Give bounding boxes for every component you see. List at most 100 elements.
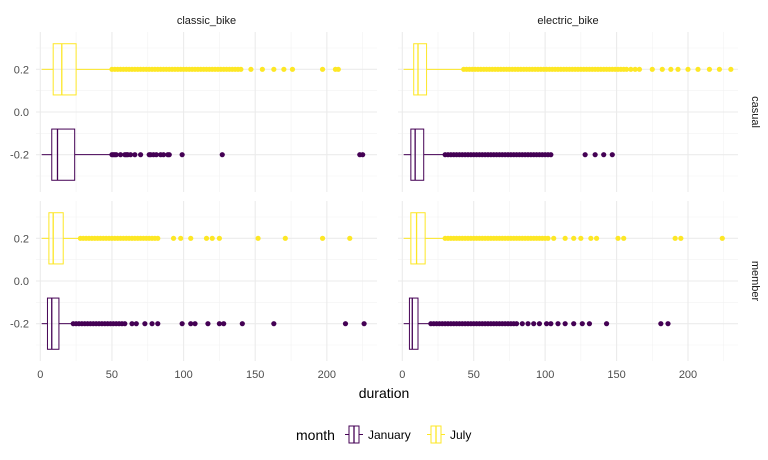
y-tick-label: 0.2 — [14, 64, 29, 76]
outlier-point — [149, 321, 155, 327]
outlier-point — [129, 321, 135, 327]
outlier-point — [282, 235, 288, 241]
outlier-point — [668, 66, 674, 72]
panel-electric_bike-member — [398, 201, 738, 361]
outlier-point — [525, 321, 531, 327]
outlier-point — [155, 235, 161, 241]
outlier-point — [142, 321, 148, 327]
x-tick-label: 150 — [607, 369, 625, 381]
outlier-point — [271, 321, 277, 327]
outlier-point — [543, 321, 550, 327]
outlier-point — [562, 321, 568, 327]
outlier-point — [593, 235, 600, 241]
outlier-point — [571, 321, 577, 327]
box-iqr — [46, 297, 60, 350]
outlier-point — [623, 66, 630, 72]
x-tick-label: 200 — [679, 369, 697, 381]
outlier-point — [133, 321, 139, 327]
outlier-point — [170, 235, 177, 241]
outlier-point — [586, 321, 593, 327]
outlier-point — [545, 235, 551, 241]
outlier-point — [636, 66, 643, 72]
outlier-point — [548, 321, 554, 327]
outlier-point — [188, 235, 194, 241]
outlier-point — [562, 235, 568, 241]
outlier-point — [579, 321, 585, 327]
outlier-point — [665, 321, 671, 327]
x-tick-label: 150 — [246, 369, 264, 381]
outlier-point — [706, 66, 713, 72]
y-tick-label: -0.2 — [10, 150, 29, 162]
axes: -0.2 0.0 0.2 0 50 100 150 200 -0.2 0.0 0.2 0 50 100 15… — [10, 64, 697, 381]
outlier-point — [289, 66, 296, 72]
x-axis-title: duration — [359, 385, 410, 401]
outlier-point — [221, 321, 227, 327]
box-july — [403, 43, 734, 96]
outlier-point — [160, 152, 167, 158]
outlier-point — [342, 321, 349, 327]
box-january — [41, 128, 366, 181]
box-iqr — [408, 297, 419, 350]
outlier-point — [592, 152, 598, 158]
facet-strip-casual: casual — [749, 96, 761, 128]
outlier-point — [360, 152, 366, 158]
outlier-point — [615, 235, 621, 241]
outlier-point — [659, 66, 665, 72]
outlier-point — [621, 235, 627, 241]
outlier-point — [719, 235, 725, 241]
box-january — [41, 297, 367, 350]
x-tick-label: 0 — [399, 369, 405, 381]
panels-layer — [36, 32, 738, 361]
outlier-point — [155, 321, 161, 327]
outlier-point — [179, 152, 185, 158]
outlier-point — [132, 152, 138, 158]
panel-classic_bike-casual — [36, 32, 377, 192]
legend-label-july: July — [450, 428, 471, 442]
outlier-point — [219, 152, 225, 158]
legend: month January July — [296, 425, 471, 444]
box-iqr — [410, 128, 425, 181]
outlier-point — [536, 321, 543, 327]
outlier-point — [716, 66, 723, 72]
box-iqr — [52, 43, 77, 96]
outlier-point — [513, 321, 520, 327]
box-iqr — [48, 212, 64, 265]
outlier-point — [519, 321, 525, 327]
outlier-point — [216, 235, 222, 241]
outlier-point — [695, 66, 701, 72]
outlier-point — [192, 321, 198, 327]
outlier-point — [632, 66, 638, 72]
outlier-point — [603, 321, 610, 327]
outlier-point — [628, 66, 634, 72]
outlier-point — [209, 235, 215, 241]
box-iqr — [410, 212, 426, 265]
outlier-point — [248, 66, 254, 72]
facet-strip-electric_bike: electric_bike — [537, 15, 598, 27]
outlier-point — [319, 66, 326, 72]
outlier-point — [649, 66, 655, 72]
outlier-point — [588, 235, 594, 241]
legend-key-january — [345, 425, 363, 444]
outlier-point — [335, 66, 341, 72]
outlier-point — [137, 152, 144, 158]
legend-key-july — [427, 425, 445, 444]
outlier-point — [571, 235, 577, 241]
outlier-point — [658, 321, 664, 327]
outlier-point — [153, 152, 159, 158]
outlier-point — [672, 235, 678, 241]
outlier-point — [271, 66, 277, 72]
box-january — [403, 128, 615, 181]
outlier-point — [255, 235, 261, 241]
box-iqr — [51, 128, 76, 181]
x-tick-label: 100 — [174, 369, 192, 381]
outlier-point — [347, 235, 353, 241]
outlier-point — [548, 152, 554, 158]
x-tick-label: 100 — [536, 369, 554, 381]
box-july — [41, 212, 353, 265]
outlier-point — [531, 321, 537, 327]
outlier-point — [281, 66, 287, 72]
outlier-point — [551, 235, 557, 241]
outlier-point — [728, 66, 734, 72]
